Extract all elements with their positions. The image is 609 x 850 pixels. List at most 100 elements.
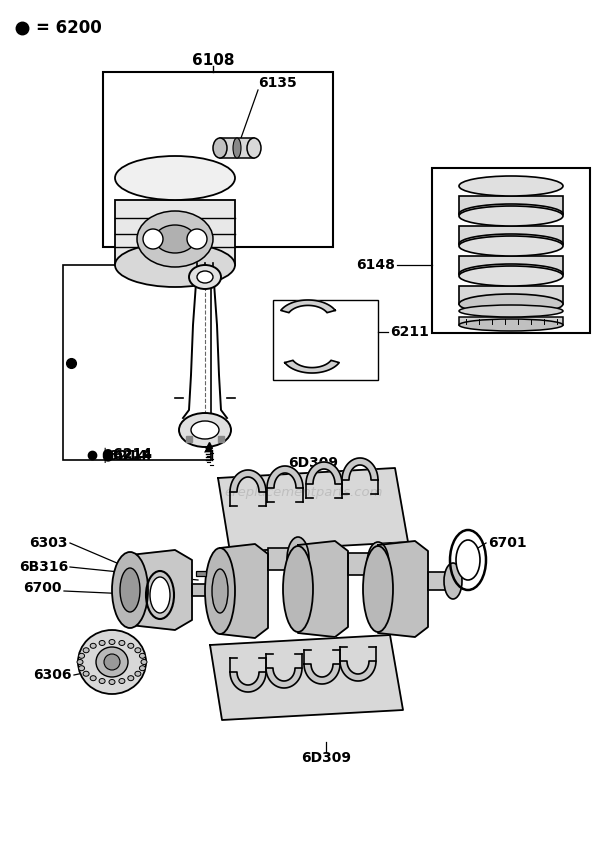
Ellipse shape [197, 271, 213, 283]
Bar [348, 553, 378, 575]
Ellipse shape [459, 236, 563, 256]
Text: 6D309: 6D309 [288, 456, 338, 470]
Text: ereplacementparts.com: ereplacementparts.com [225, 485, 383, 498]
Text: 6148: 6148 [356, 258, 395, 272]
Ellipse shape [187, 229, 207, 249]
Ellipse shape [459, 264, 563, 284]
Polygon shape [281, 300, 335, 313]
Polygon shape [304, 664, 340, 684]
Ellipse shape [115, 156, 235, 200]
Ellipse shape [459, 206, 563, 226]
Ellipse shape [459, 294, 563, 314]
Text: 6B316: 6B316 [19, 560, 68, 574]
Ellipse shape [459, 176, 563, 196]
Bar [459, 226, 563, 244]
Ellipse shape [128, 643, 134, 649]
Ellipse shape [112, 552, 148, 628]
Polygon shape [306, 462, 342, 484]
Ellipse shape [90, 643, 96, 649]
Ellipse shape [150, 577, 170, 613]
Ellipse shape [139, 666, 146, 671]
Bar [459, 256, 563, 274]
Bar [432, 168, 590, 333]
Text: 6306: 6306 [33, 668, 72, 682]
Bar [115, 200, 235, 265]
Ellipse shape [128, 676, 134, 681]
Ellipse shape [179, 413, 231, 447]
Text: ●6214: ●6214 [101, 448, 152, 462]
Ellipse shape [247, 138, 261, 158]
Ellipse shape [96, 647, 128, 677]
Ellipse shape [120, 568, 140, 612]
Ellipse shape [109, 639, 115, 644]
Ellipse shape [189, 265, 221, 289]
Ellipse shape [104, 654, 120, 670]
Polygon shape [230, 672, 266, 692]
Text: 6135: 6135 [258, 76, 297, 90]
Ellipse shape [90, 676, 96, 681]
Ellipse shape [139, 654, 146, 658]
Ellipse shape [233, 138, 241, 158]
Ellipse shape [119, 641, 125, 645]
Bar [273, 300, 378, 380]
Ellipse shape [367, 542, 389, 586]
Text: ●6214: ●6214 [101, 446, 152, 460]
Ellipse shape [459, 266, 563, 286]
Ellipse shape [155, 225, 195, 253]
Ellipse shape [119, 678, 125, 683]
Ellipse shape [83, 672, 89, 677]
Text: = 6200: = 6200 [36, 19, 102, 37]
Polygon shape [267, 466, 303, 488]
Bar [459, 317, 563, 325]
Polygon shape [220, 544, 268, 638]
Polygon shape [342, 458, 378, 480]
Polygon shape [285, 360, 339, 373]
Ellipse shape [99, 641, 105, 645]
Ellipse shape [459, 319, 563, 331]
Ellipse shape [444, 563, 462, 599]
Polygon shape [340, 661, 376, 681]
Polygon shape [378, 541, 428, 637]
Text: 6303: 6303 [29, 536, 68, 550]
Ellipse shape [283, 546, 313, 632]
Ellipse shape [205, 548, 235, 634]
Text: 6D309: 6D309 [301, 751, 351, 765]
Bar [196, 571, 206, 576]
Ellipse shape [137, 211, 213, 267]
Ellipse shape [459, 204, 563, 224]
Ellipse shape [99, 678, 105, 683]
Ellipse shape [77, 660, 83, 665]
Ellipse shape [143, 229, 163, 249]
Ellipse shape [456, 540, 480, 580]
Text: 6700: 6700 [24, 581, 62, 595]
Ellipse shape [213, 138, 227, 158]
Ellipse shape [135, 672, 141, 677]
Ellipse shape [363, 546, 393, 632]
Bar [459, 196, 563, 214]
Ellipse shape [79, 666, 85, 671]
Ellipse shape [83, 648, 89, 653]
Polygon shape [230, 470, 266, 492]
Ellipse shape [79, 654, 85, 658]
Ellipse shape [115, 243, 235, 287]
Ellipse shape [78, 630, 146, 694]
Polygon shape [298, 541, 348, 637]
Ellipse shape [212, 569, 228, 613]
Bar [63, 265, 211, 460]
Ellipse shape [459, 305, 563, 317]
Ellipse shape [287, 537, 309, 581]
Bar [268, 548, 298, 570]
Ellipse shape [459, 234, 563, 254]
Polygon shape [218, 468, 408, 552]
Bar [428, 572, 453, 590]
Bar [192, 584, 220, 596]
Text: ┆6214: ┆6214 [100, 447, 147, 462]
Text: 6211: 6211 [390, 325, 429, 339]
Polygon shape [130, 550, 192, 630]
Ellipse shape [135, 648, 141, 653]
Ellipse shape [141, 660, 147, 665]
Ellipse shape [214, 578, 226, 602]
Text: 6108: 6108 [192, 53, 234, 67]
Bar [220, 138, 254, 158]
Ellipse shape [109, 679, 115, 684]
